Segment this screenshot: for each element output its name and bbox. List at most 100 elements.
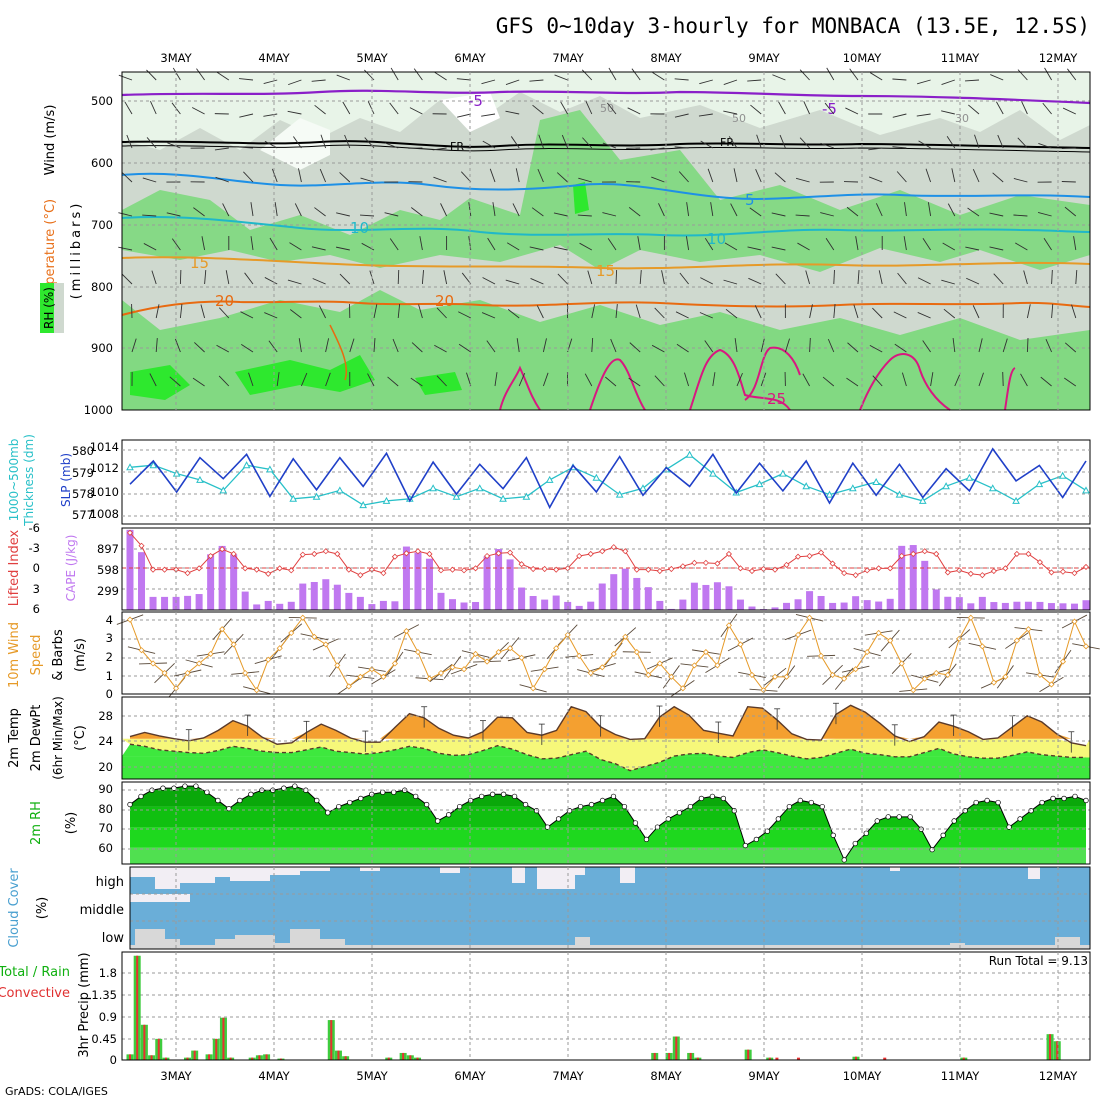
isotherm-label: 10 <box>707 230 726 248</box>
upper-wind-barb <box>389 238 399 251</box>
isotherm-20-spur <box>329 324 347 381</box>
precip-rain-stripe <box>387 1057 390 1060</box>
wind-speed-point <box>207 650 214 658</box>
rh-point <box>138 793 144 799</box>
li-point <box>345 566 352 573</box>
upper-wind-barb <box>724 242 738 251</box>
upper-wind-barb <box>434 72 447 81</box>
wind-speed-point <box>391 660 398 667</box>
li-point <box>149 566 157 573</box>
li-point <box>783 561 790 568</box>
li-point <box>311 550 318 558</box>
rh-point <box>1072 793 1078 799</box>
rh-point <box>786 803 792 810</box>
cape-bar <box>345 592 353 610</box>
precip-rain-stripe <box>962 1057 965 1060</box>
rh-point <box>522 801 529 808</box>
wind-panel-bg <box>122 612 1090 694</box>
wind-speed-point <box>242 669 249 677</box>
precip-rain-stripe <box>344 1056 347 1060</box>
wind-speed-point <box>230 641 237 648</box>
li-point <box>288 567 295 574</box>
rh-point <box>731 808 738 814</box>
isotherm-label: FR <box>720 136 734 149</box>
upper-wind-barb <box>538 134 544 149</box>
precip-rain-stripe <box>409 1055 412 1060</box>
cape-bar <box>656 600 664 610</box>
cape-tick: 897 <box>97 542 119 556</box>
upper-panel-frame <box>121 71 1091 411</box>
upper-wind-barb <box>1038 142 1052 149</box>
upper-wind-barb <box>771 212 786 217</box>
upper-wind-barb <box>243 171 254 183</box>
upper-wind-barb <box>298 168 302 183</box>
cape-bar <box>587 601 595 610</box>
upper-wind-barb <box>968 104 980 115</box>
wind-speed-point <box>357 673 364 680</box>
cloud-level-high: high <box>96 875 124 890</box>
wind-speed-point <box>253 687 260 694</box>
thickness-tick: 577 <box>72 508 94 522</box>
thickness-tick: 578 <box>72 487 94 501</box>
upper-wind-barb <box>560 101 568 115</box>
isotherm-20 <box>121 300 1091 316</box>
upper-wind-barb <box>795 177 810 183</box>
upper-wind-barb <box>700 277 714 285</box>
upper-wind-barb <box>728 136 738 149</box>
rh-point <box>841 857 847 863</box>
rh-point <box>885 814 891 820</box>
upper-wind-barb <box>615 304 618 319</box>
cape-bar <box>310 581 318 610</box>
rh-point <box>797 797 803 804</box>
wind-speed-point <box>161 669 168 677</box>
upper-wind-barb <box>487 237 496 251</box>
upper-wind-barb <box>853 304 859 319</box>
rh-point <box>863 830 869 836</box>
li-point <box>507 549 514 556</box>
li-point <box>956 567 963 574</box>
upper-wind-barb <box>287 110 302 115</box>
li-point <box>1082 563 1090 571</box>
rh-point <box>1006 824 1012 830</box>
cape-bar <box>783 602 791 610</box>
temp-unit-label: (°C) <box>73 725 88 751</box>
precip-rain-stripe <box>222 1017 225 1060</box>
precip-rain-stripe <box>143 1024 146 1060</box>
cloud-high-fill <box>890 867 900 871</box>
thickness-line <box>129 453 1087 506</box>
upper-wind-barb <box>392 338 399 353</box>
upper-wind-barb <box>582 137 593 149</box>
precip-rain-stripe <box>337 1050 340 1060</box>
wind-speed-point <box>173 685 180 692</box>
cloud-high-fill <box>270 867 300 875</box>
upper-wind-barb <box>192 377 205 387</box>
wind-speed-point <box>1059 658 1067 665</box>
precip-rain-stripe <box>330 1020 333 1060</box>
isotherm-label: 15 <box>190 254 209 272</box>
rh-point <box>896 814 902 820</box>
rh-axis-label: RH (%) <box>42 287 56 329</box>
upper-wind-barb <box>978 338 983 353</box>
precip-rain-stripe <box>675 1036 678 1060</box>
li-point <box>265 570 272 577</box>
upper-wind-barb <box>244 272 254 285</box>
cape-bar <box>748 606 756 610</box>
rh-point <box>413 793 419 799</box>
upper-wind-barb <box>893 311 907 319</box>
li-point <box>449 566 456 573</box>
upper-wind-barb <box>269 237 278 251</box>
upper-wind-barb <box>628 207 641 217</box>
precip-rain-stripe <box>186 1057 189 1060</box>
cape-bar <box>610 574 618 610</box>
upper-wind-barb <box>1026 304 1031 319</box>
precip-rain-stripe <box>150 1055 153 1060</box>
upper-wind-barb <box>263 79 278 85</box>
thickness-point <box>219 486 228 494</box>
upper-wind-barb <box>892 78 907 81</box>
upper-wind-barb <box>1051 269 1053 285</box>
pressure-tick: 1000 <box>84 403 113 417</box>
pressure-axis-label: (millibars) <box>69 201 84 300</box>
cloud-mid-fill <box>130 894 190 902</box>
cape-bar <box>333 584 341 610</box>
thickness-tick: 580 <box>72 444 94 458</box>
